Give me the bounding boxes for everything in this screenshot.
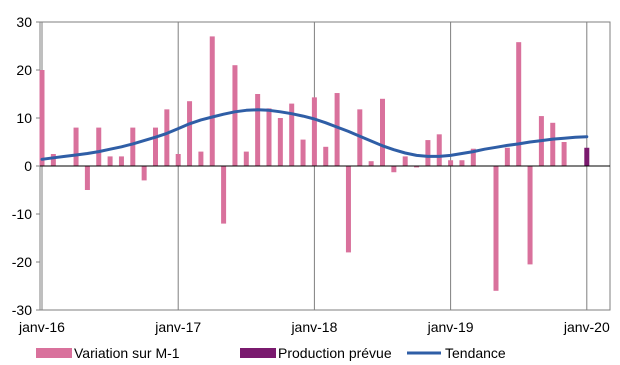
bar — [50, 154, 56, 166]
bar — [436, 134, 442, 166]
x-tick-label: janv-17 — [154, 319, 201, 335]
y-tick-label: 30 — [16, 14, 32, 30]
bar — [300, 139, 306, 166]
bar — [323, 146, 329, 166]
bar — [187, 101, 193, 166]
bars-layer — [39, 36, 590, 291]
bar — [130, 127, 136, 166]
bar — [153, 127, 158, 166]
bar — [243, 151, 249, 166]
bar — [209, 36, 215, 167]
bar — [141, 166, 147, 181]
bar — [221, 166, 227, 224]
y-tick-label: -30 — [12, 302, 32, 318]
bar — [550, 122, 556, 166]
bar — [561, 142, 567, 166]
x-tick-label: janv-18 — [290, 319, 337, 335]
legend-swatch-variation — [36, 348, 72, 358]
line-layer — [40, 108, 589, 161]
bar — [311, 97, 317, 166]
bar — [380, 98, 385, 166]
bar — [459, 160, 465, 166]
y-tick-label: -20 — [12, 254, 32, 270]
x-tick-label: janv-16 — [18, 319, 65, 335]
bar — [516, 42, 522, 166]
bar — [289, 103, 295, 166]
bar — [277, 118, 283, 166]
legend-swatch-production — [240, 348, 276, 358]
legend-label-tendance: Tendance — [445, 345, 506, 361]
axis-layer — [36, 21, 610, 311]
bar — [334, 93, 340, 166]
bar — [175, 154, 181, 166]
bar — [368, 161, 374, 166]
bar — [84, 166, 90, 190]
bar — [584, 147, 590, 166]
legend-label-variation: Variation sur M-1 — [74, 345, 180, 361]
bar — [402, 156, 408, 166]
bar — [470, 148, 476, 166]
bar — [527, 166, 533, 265]
bar — [345, 166, 351, 253]
bar — [96, 127, 102, 166]
legend-layer: Variation sur M-1 Production prévue Tendan… — [36, 345, 506, 361]
bar — [255, 94, 261, 166]
y-tick-label: -10 — [12, 206, 32, 222]
trend-line — [40, 108, 589, 161]
y-tick-label: 10 — [16, 110, 32, 126]
bar — [73, 127, 79, 166]
bar — [164, 109, 170, 166]
bar — [493, 166, 499, 291]
legend-label-production: Production prévue — [278, 345, 392, 361]
bar — [448, 160, 454, 166]
x-tick-label: janv-20 — [563, 319, 610, 335]
x-tick-label: janv-19 — [427, 319, 474, 335]
y-tick-label: 0 — [24, 158, 32, 174]
bar — [232, 65, 238, 166]
bar — [107, 156, 113, 166]
y-tick-label: 20 — [16, 62, 32, 78]
bar — [504, 147, 510, 166]
bar — [391, 166, 397, 173]
bar — [39, 70, 45, 166]
bar — [266, 108, 272, 166]
bar — [425, 140, 431, 166]
bar — [118, 156, 124, 166]
labels-layer: -30 -20 -10 0 10 20 30 janv-16 janv-17 janv-18 jan… — [12, 14, 610, 335]
bar — [414, 166, 420, 168]
bar — [198, 151, 204, 166]
